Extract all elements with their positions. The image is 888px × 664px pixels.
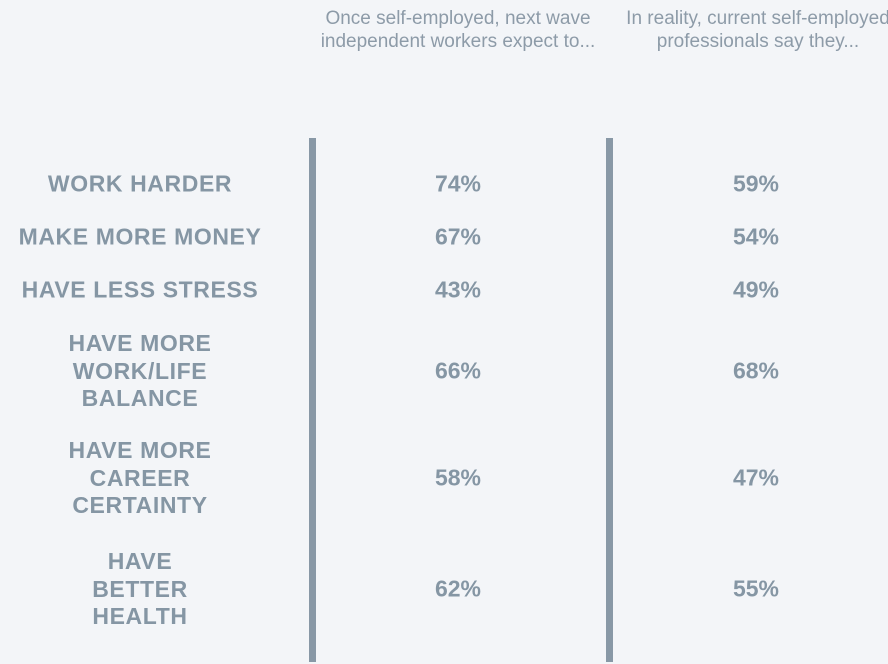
row-label: WORK HARDER [47,170,233,197]
column-divider-right [606,138,613,662]
value-reality: 55% [732,575,780,602]
row-label: HAVE LESS STRESS [21,276,259,303]
value-expect: 67% [434,223,482,250]
column-divider-left [309,138,316,662]
value-expect: 58% [434,464,482,491]
value-reality: 47% [732,464,780,491]
column-header-reality: In reality, current self-employed profes… [626,8,888,52]
value-expect: 62% [434,575,482,602]
column-header-expect: Once self-employed, next wave independen… [320,8,596,52]
value-expect: 66% [434,357,482,384]
value-expect: 43% [434,276,482,303]
value-reality: 54% [732,223,780,250]
row-label: HAVE BETTER HEALTH [92,547,188,629]
value-expect: 74% [434,170,482,197]
value-reality: 68% [732,357,780,384]
row-label: MAKE MORE MONEY [18,223,262,250]
row-label: HAVE MORE CAREER CERTAINTY [68,436,212,518]
value-reality: 49% [732,276,780,303]
value-reality: 59% [732,170,780,197]
row-label: HAVE MORE WORK/LIFE BALANCE [68,329,212,411]
